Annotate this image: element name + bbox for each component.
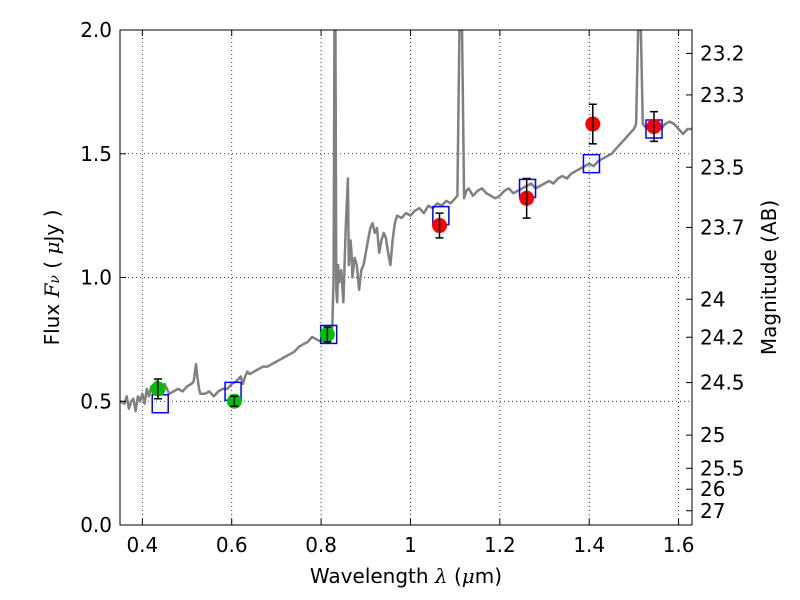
y-tick-label: 0.5 (80, 389, 112, 413)
plot-area (120, 30, 692, 413)
mag-tick-label: 24 (700, 287, 725, 311)
mag-tick-label: 24.5 (700, 371, 745, 395)
model-photometry-square (582, 153, 601, 174)
x-tick-label: 0.6 (216, 533, 248, 557)
y-tick-label: 0.0 (80, 513, 112, 537)
y-tick-label: 1.5 (80, 142, 112, 166)
mag-tick-label: 23.3 (700, 83, 745, 107)
data-markers (150, 116, 663, 414)
y-tick-label: 2.0 (80, 18, 112, 42)
model-photometry-square (151, 393, 169, 414)
spectrum-line (120, 30, 692, 413)
x-tick-label: 0.8 (305, 533, 337, 557)
y2-axis-label: Magnitude (AB) (757, 200, 781, 355)
y-axis-label: Flux Fν ( μJy ) (40, 210, 64, 346)
mag-tick-label: 23.5 (700, 155, 745, 179)
mag-tick-label: 25 (700, 423, 725, 447)
plot-frame (119, 29, 693, 526)
x-tick-label: 1.6 (663, 533, 695, 557)
x-tick-label: 1.4 (573, 533, 605, 557)
y-tick-label: 1.0 (80, 266, 112, 290)
grid (120, 29, 692, 526)
mag-tick-label: 26 (700, 477, 725, 501)
x-tick-label: 0.4 (126, 533, 158, 557)
mag-tick-label: 23.2 (700, 41, 745, 65)
mag-tick-label: 23.7 (700, 215, 745, 239)
mag-tick-label: 24.2 (700, 325, 745, 349)
ticks: 0.4 0.6 0.8 1 1.2 1.4 1.6 0.0 0.5 1.0 1.5 2.0 23.2 23… (80, 18, 744, 557)
x-tick-label: 1.2 (484, 533, 516, 557)
x-tick-label: 1 (404, 533, 417, 557)
x-axis-label: Wavelength λ (μm) (310, 564, 502, 588)
mag-tick-label: 27 (700, 499, 725, 523)
mag-tick-label: 25.5 (700, 456, 745, 480)
error-bars (153, 103, 659, 407)
